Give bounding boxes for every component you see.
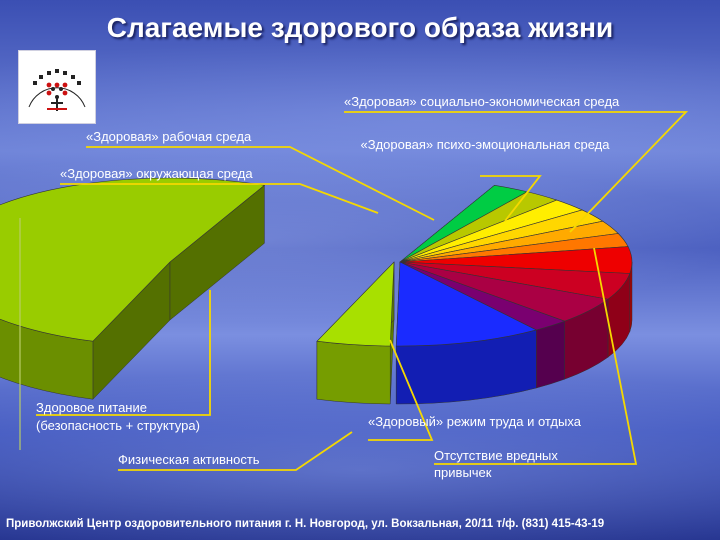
pie-slice-12 [395, 261, 538, 347]
leader-environment [60, 183, 379, 214]
label-nutrition-line1: Здоровое питание [36, 400, 147, 415]
label-environment: «Здоровая» окружающая среда [60, 166, 253, 181]
label-physical-activity: Физическая активность [118, 452, 260, 467]
pie-slice-1-side [0, 184, 265, 400]
logo [18, 50, 96, 124]
leader-work-environment [86, 146, 435, 221]
label-work-environment: «Здоровая» рабочая среда [86, 129, 252, 144]
leader-bad-habits [434, 247, 638, 465]
leader-psycho-emotional [480, 175, 542, 222]
label-nutrition-line2: (безопасность + структура) [36, 418, 200, 433]
label-social-economic: «Здоровая» социально-экономическая среда [344, 94, 620, 109]
logo-emblem-icon [28, 69, 86, 111]
leader-social-economic [344, 111, 689, 233]
leader-physical [118, 431, 353, 471]
leader-nutrition [36, 290, 211, 416]
pie-slice-13 [316, 261, 395, 347]
pie-slice-1 [0, 177, 266, 342]
label-psycho-emotional: «Здоровая» психо-эмоциональная среда [360, 137, 610, 152]
page-title: Слагаемые здорового образа жизни [106, 12, 614, 43]
label-work-rest-regime: «Здоровый» режим труда и отдыха [368, 414, 581, 429]
label-bad-habits: Отсутствие вредных привычек [434, 448, 558, 480]
leader-work-rest-regime [368, 339, 434, 441]
footer: Приволжский Центр оздоровительного питан… [6, 518, 605, 530]
